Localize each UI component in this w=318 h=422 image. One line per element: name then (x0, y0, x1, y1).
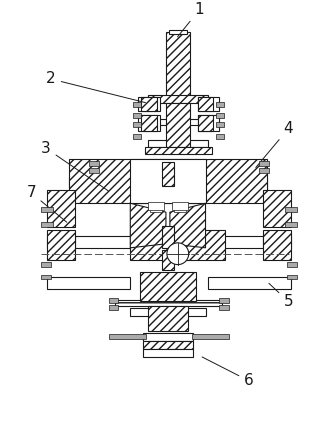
Bar (287, 262, 297, 267)
Bar (166, 103, 190, 147)
Bar (150, 208, 162, 212)
Bar (47, 278, 130, 289)
Bar (259, 168, 269, 173)
Bar (148, 306, 188, 331)
Bar (145, 147, 212, 154)
Polygon shape (130, 203, 166, 248)
Bar (89, 161, 99, 166)
Circle shape (167, 243, 189, 265)
Bar (148, 140, 208, 147)
Bar (143, 341, 193, 349)
Bar (108, 298, 118, 303)
Bar (108, 305, 118, 310)
Bar (138, 97, 160, 111)
Bar (133, 113, 141, 118)
Bar (208, 278, 291, 289)
Bar (285, 207, 297, 212)
Bar (217, 134, 224, 139)
Bar (219, 305, 229, 310)
Bar (115, 300, 222, 306)
Bar (47, 190, 75, 227)
Bar (140, 271, 196, 301)
Bar (133, 102, 141, 107)
Text: 1: 1 (177, 2, 204, 37)
Bar (69, 178, 267, 190)
Bar (41, 262, 51, 267)
Bar (287, 275, 297, 279)
Bar (160, 169, 197, 178)
Bar (174, 208, 186, 212)
Bar (208, 164, 262, 170)
Bar (162, 226, 174, 248)
Bar (89, 168, 99, 173)
Text: 7: 7 (26, 185, 67, 222)
Bar (148, 202, 164, 210)
Bar (138, 115, 160, 131)
Bar (143, 349, 193, 357)
Bar (141, 97, 157, 111)
Text: 2: 2 (46, 71, 145, 103)
Bar (263, 230, 291, 260)
Bar (108, 334, 146, 339)
Bar (217, 113, 224, 118)
Bar (141, 115, 157, 131)
Bar (47, 230, 75, 260)
Text: 3: 3 (41, 141, 108, 191)
Bar (148, 95, 208, 103)
Bar (130, 159, 205, 203)
Bar (263, 236, 291, 248)
Text: 6: 6 (202, 357, 254, 388)
Bar (172, 202, 188, 210)
Bar (219, 298, 229, 303)
Bar (133, 134, 141, 139)
Bar (197, 115, 213, 131)
Bar (166, 32, 190, 98)
Bar (130, 230, 225, 260)
Bar (162, 162, 174, 187)
Bar (148, 119, 208, 125)
Bar (259, 161, 269, 166)
Bar (69, 236, 267, 248)
Bar (169, 30, 187, 34)
Bar (41, 275, 51, 279)
Bar (133, 122, 141, 127)
Bar (155, 169, 203, 178)
Text: 4: 4 (256, 121, 293, 168)
Bar (143, 333, 193, 341)
Bar (197, 115, 219, 131)
Polygon shape (170, 203, 205, 248)
Bar (197, 97, 219, 111)
Bar (96, 164, 150, 170)
Bar (217, 122, 224, 127)
Bar (69, 159, 267, 203)
Text: 5: 5 (269, 283, 293, 309)
Bar (285, 222, 297, 227)
Bar (197, 97, 213, 111)
Bar (47, 236, 75, 248)
Bar (263, 190, 291, 227)
Bar (217, 102, 224, 107)
Bar (162, 250, 174, 270)
Bar (41, 207, 53, 212)
Bar (192, 334, 229, 339)
Bar (41, 222, 53, 227)
Bar (130, 308, 205, 316)
